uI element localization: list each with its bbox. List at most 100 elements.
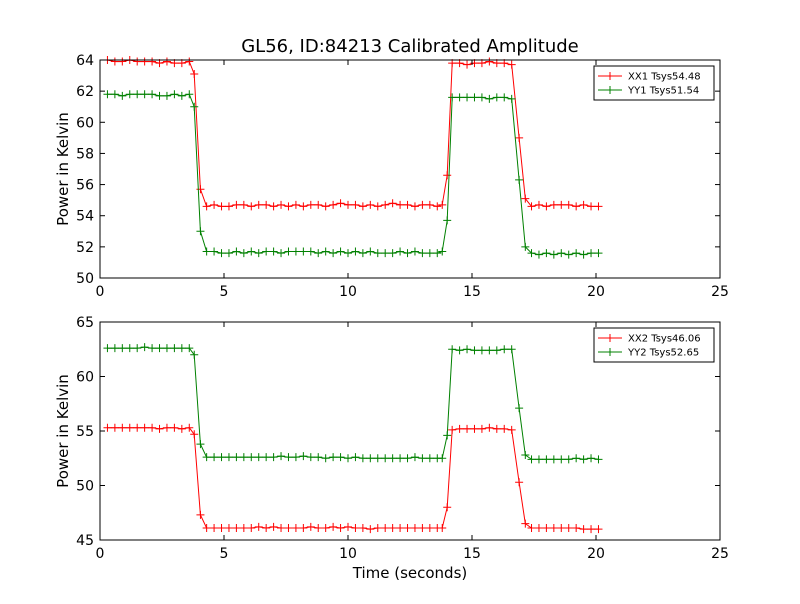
data-point xyxy=(366,200,375,209)
data-point xyxy=(239,200,248,209)
data-point xyxy=(262,453,271,462)
data-point xyxy=(299,202,308,211)
data-point xyxy=(455,93,464,102)
data-point xyxy=(403,200,412,209)
data-point xyxy=(224,249,233,258)
data-point xyxy=(118,344,127,353)
data-point xyxy=(485,94,494,103)
data-point xyxy=(140,90,149,99)
y-axis-label: Power in Kelvin xyxy=(54,112,72,226)
data-point xyxy=(284,202,293,211)
data-point xyxy=(336,453,345,462)
data-point xyxy=(443,431,452,440)
y-tick-label: 54 xyxy=(76,209,94,225)
data-point xyxy=(587,525,596,534)
data-point xyxy=(329,200,338,209)
data-point xyxy=(162,423,171,432)
data-point xyxy=(373,202,382,211)
data-point xyxy=(358,249,367,258)
data-point xyxy=(425,454,434,463)
data-point xyxy=(269,453,278,462)
y-tick-label: 50 xyxy=(76,271,94,287)
data-point xyxy=(110,57,119,66)
data-point xyxy=(477,346,486,355)
data-point xyxy=(217,202,226,211)
data-point xyxy=(549,200,558,209)
data-point xyxy=(306,522,315,531)
data-point xyxy=(470,93,479,102)
data-point xyxy=(381,524,390,533)
data-point xyxy=(185,344,194,353)
data-point xyxy=(118,57,127,66)
y-tick-label: 58 xyxy=(76,146,94,162)
y-tick-label: 60 xyxy=(76,115,94,131)
data-point xyxy=(239,249,248,258)
legend: XX1 Tsys54.48 YY1 Tsys51.54 xyxy=(593,65,715,101)
data-point xyxy=(224,202,233,211)
data-point xyxy=(210,247,219,256)
data-point xyxy=(217,524,226,533)
data-point xyxy=(306,453,315,462)
data-point xyxy=(500,345,509,354)
data-point xyxy=(351,200,360,209)
data-point xyxy=(344,454,352,463)
data-point xyxy=(448,425,457,434)
data-point xyxy=(336,199,345,208)
data-point xyxy=(196,510,205,519)
series-line xyxy=(107,346,599,460)
data-point xyxy=(564,455,573,464)
x-tick-label: 10 xyxy=(339,546,357,562)
data-point xyxy=(366,454,375,463)
data-point xyxy=(594,202,603,211)
axes-frame xyxy=(99,59,721,279)
data-point xyxy=(572,524,581,533)
data-point xyxy=(396,247,405,256)
data-point xyxy=(162,57,171,66)
data-point xyxy=(527,524,536,533)
data-point xyxy=(594,525,603,534)
data-point xyxy=(133,423,142,432)
data-point xyxy=(262,200,271,209)
data-point xyxy=(148,423,157,432)
data-point xyxy=(477,424,486,433)
data-point xyxy=(196,440,205,449)
data-point xyxy=(155,344,164,353)
legend-box xyxy=(593,327,715,363)
data-point xyxy=(329,453,338,462)
data-point xyxy=(507,94,516,103)
y-tick-label: 45 xyxy=(76,533,94,549)
legend-label: XX1 Tsys54.48 xyxy=(628,72,701,83)
legend-marker xyxy=(606,334,614,342)
data-point xyxy=(521,242,530,251)
data-point xyxy=(463,345,472,354)
data-point xyxy=(314,453,323,462)
legend-label: YY1 Tsys51.54 xyxy=(627,86,699,97)
data-point xyxy=(443,171,452,180)
legend-entry: XX2 Tsys46.06 xyxy=(598,334,701,345)
data-point xyxy=(470,424,479,433)
data-point xyxy=(329,522,338,531)
series-1 xyxy=(103,56,603,211)
data-point xyxy=(410,524,419,533)
series-2 xyxy=(103,343,603,464)
data-point xyxy=(485,346,494,355)
data-point xyxy=(118,91,127,100)
data-point xyxy=(534,200,543,209)
data-point xyxy=(110,90,119,99)
data-point xyxy=(232,200,241,209)
data-point xyxy=(299,452,308,461)
data-point xyxy=(463,60,472,69)
data-point xyxy=(103,344,112,353)
data-point xyxy=(254,453,263,462)
data-point xyxy=(232,453,241,462)
data-point xyxy=(500,93,509,102)
data-point xyxy=(455,424,464,433)
data-point xyxy=(448,345,457,354)
data-point xyxy=(557,524,566,533)
data-point xyxy=(521,519,530,528)
data-point xyxy=(438,247,447,256)
y-tick-label: 65 xyxy=(76,315,94,331)
data-point xyxy=(269,522,278,531)
data-point xyxy=(403,454,412,463)
data-point xyxy=(572,249,581,258)
